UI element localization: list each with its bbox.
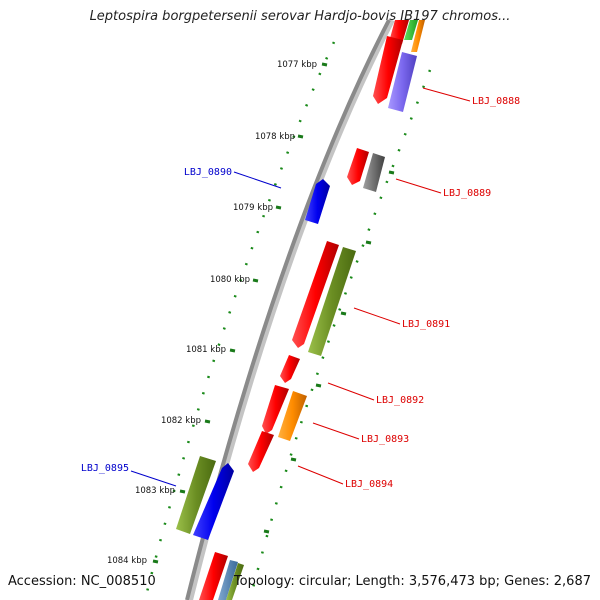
gene-arrow-gray[interactable] (363, 153, 385, 192)
gene-label-lbj-0890[interactable]: LBJ_0890 (184, 167, 232, 178)
outer-major-tick (365, 240, 372, 245)
gene-arrow-red[interactable] (292, 241, 339, 348)
gene-label-lbj-0893[interactable]: LBJ_0893 (361, 434, 409, 445)
chromosome-backbone (187, 18, 395, 600)
major-ticks (152, 62, 328, 564)
gene-arrow-red[interactable] (248, 431, 274, 472)
outer-major-tick (340, 311, 347, 316)
leader-line (130, 470, 177, 487)
outer-major-tick (290, 457, 297, 462)
tick-label: 1081 kbp (186, 345, 226, 355)
gene-label-lbj-0891[interactable]: LBJ_0891 (402, 319, 450, 330)
tick-label: 1084 kbp (107, 556, 147, 566)
gene-arrow-orange[interactable] (411, 20, 425, 52)
leader-line (297, 465, 344, 485)
major-tick (179, 489, 186, 494)
leader-line (327, 382, 375, 401)
leader-line (233, 171, 282, 189)
tick-label: 1083 kbp (135, 486, 175, 496)
gene-arrow-red[interactable] (347, 148, 369, 185)
label-leaders (130, 87, 471, 487)
gene-arrow-red[interactable] (199, 552, 228, 600)
tick-label: 1082 kbp (161, 416, 201, 426)
outer-tick-track (248, 69, 432, 600)
topology-summary: Topology: circular; Length: 3,576,473 bp… (233, 574, 591, 589)
gene-arrow-olive[interactable] (226, 563, 244, 600)
gene-arrow-blue[interactable] (305, 179, 330, 224)
gene-label-lbj-0889[interactable]: LBJ_0889 (443, 188, 491, 199)
tick-label: 1077 kbp (277, 60, 317, 70)
gene-arrow-red[interactable] (373, 36, 403, 104)
gene-arrow-olive[interactable] (308, 247, 356, 356)
accession-text: Accession: NC_008510 (8, 574, 156, 589)
gene-label-lbj-0892[interactable]: LBJ_0892 (376, 395, 424, 406)
gene-features (176, 20, 425, 600)
leader-line (312, 422, 360, 440)
gene-arrow-blue[interactable] (193, 463, 234, 540)
major-tick (152, 559, 159, 564)
major-tick (275, 205, 282, 210)
leader-line (353, 307, 401, 325)
gene-arrow-red[interactable] (262, 385, 289, 434)
gene-label-lbj-0888[interactable]: LBJ_0888 (472, 96, 520, 107)
outer-major-ticks (263, 170, 395, 534)
outer-major-tick (315, 383, 322, 388)
major-tick (229, 348, 236, 353)
tick-label: 1080 kbp (210, 275, 250, 285)
outer-major-tick (263, 529, 270, 534)
gene-arrow-olive[interactable] (176, 456, 216, 534)
leader-line (422, 87, 471, 102)
gene-label-lbj-0895[interactable]: LBJ_0895 (81, 463, 129, 474)
gene-label-lbj-0894[interactable]: LBJ_0894 (345, 479, 393, 490)
gene-arrow-purple[interactable] (388, 52, 417, 112)
gene-arrow-green[interactable] (404, 20, 418, 40)
major-tick (321, 62, 328, 67)
tick-label: 1078 kbp (255, 132, 295, 142)
leader-line (395, 178, 442, 194)
outer-major-tick (388, 170, 395, 175)
gene-arrow-red[interactable] (280, 355, 300, 383)
gene-arrow-orange[interactable] (278, 391, 307, 441)
tick-label: 1079 kbp (233, 203, 273, 213)
major-tick (297, 134, 304, 139)
gene-arrow-steel[interactable] (218, 560, 238, 600)
major-tick (252, 278, 259, 283)
major-tick (204, 419, 211, 424)
